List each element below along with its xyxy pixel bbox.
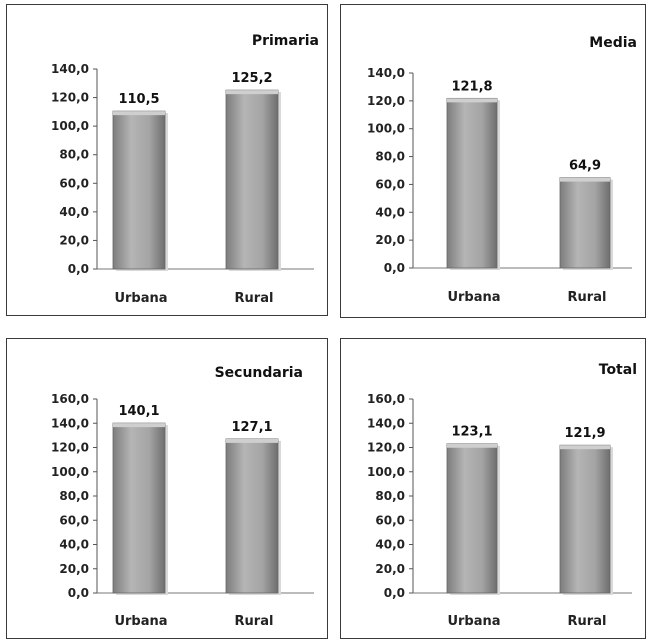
value-label: 110,5 (118, 92, 159, 107)
y-tick-label: 140,0 (367, 416, 405, 430)
value-label: 125,2 (231, 71, 272, 86)
y-tick-label: 0,0 (68, 262, 89, 276)
y-tick-label: 120,0 (367, 94, 405, 108)
y-tick-label: 20,0 (59, 233, 89, 247)
bar-urbana (112, 422, 166, 594)
value-label: 123,1 (451, 425, 492, 440)
bar-top-highlight (447, 98, 497, 103)
value-label: 140,1 (118, 404, 159, 419)
y-tick-label: 40,0 (375, 538, 405, 552)
chart-panel-secundaria: Secundaria 0,0 20,0 40,0 60,0 80,0 100,0 120,0 1… (6, 338, 328, 639)
y-tick-label: 140,0 (51, 416, 89, 430)
chart-primaria: Primaria 0,0 20,0 40,0 60,0 80,0 100,0 120,0 140… (51, 33, 319, 306)
y-tick-label: 20,0 (59, 562, 89, 576)
y-tick-label: 140,0 (51, 62, 89, 76)
y-tick-label: 100,0 (51, 119, 89, 133)
y-tick-label: 60,0 (59, 513, 89, 527)
bar-urbana (446, 97, 498, 269)
category-label: Rural (568, 614, 607, 629)
y-tick-label: 80,0 (59, 148, 89, 162)
category-label: Urbana (114, 291, 167, 306)
chart-secundaria: Secundaria 0,0 20,0 40,0 60,0 80,0 100,0 120,0 1… (51, 365, 314, 629)
bar-urbana (446, 443, 498, 594)
y-tick-label: 140,0 (367, 66, 405, 80)
y-tick-label: 120,0 (51, 91, 89, 105)
chart-total: Total 0,0 20,0 40,0 60,0 80,0 100,0 120,0 140,0 1… (367, 362, 637, 629)
y-tick-label: 0,0 (68, 586, 89, 600)
y-tick-label: 0,0 (384, 586, 405, 600)
chart-panel-media: Media 0,0 20,0 40,0 60,0 80,0 100,0 120,0 140,0 1… (340, 4, 646, 318)
value-label: 64,9 (569, 159, 601, 174)
bar-top-highlight (447, 443, 497, 448)
y-tick-label: 40,0 (375, 205, 405, 219)
y-tick-label: 40,0 (59, 538, 89, 552)
y-tick-label: 120,0 (367, 441, 405, 455)
y-tick-label: 100,0 (367, 465, 405, 479)
y-tick-label: 60,0 (59, 176, 89, 190)
chart-title: Secundaria (215, 365, 303, 381)
chart-panel-primaria: Primaria 0,0 20,0 40,0 60,0 80,0 100,0 120,0 140… (6, 4, 328, 316)
y-tick-label: 20,0 (375, 233, 405, 247)
y-tick-label: 100,0 (51, 465, 89, 479)
chart-title: Primaria (252, 33, 319, 49)
y-tick-label: 0,0 (384, 261, 405, 275)
chart-title: Total (599, 362, 637, 378)
bar-top-highlight (226, 90, 278, 95)
category-label: Rural (235, 291, 274, 306)
bar-rural (559, 177, 611, 269)
category-label: Urbana (447, 290, 500, 305)
y-tick-label: 20,0 (375, 562, 405, 576)
y-tick-label: 100,0 (367, 122, 405, 136)
bar-top-highlight (113, 423, 165, 428)
bar-rural (225, 438, 279, 594)
y-tick-label: 160,0 (367, 392, 405, 406)
category-label: Rural (568, 290, 607, 305)
bar-urbana (112, 110, 166, 270)
y-tick-label: 40,0 (59, 205, 89, 219)
bar-rural (225, 89, 279, 270)
bar-top-highlight (113, 111, 165, 116)
category-label: Rural (235, 614, 274, 629)
value-label: 127,1 (231, 420, 272, 435)
y-tick-label: 160,0 (51, 392, 89, 406)
y-tick-label: 80,0 (375, 150, 405, 164)
y-tick-label: 120,0 (51, 441, 89, 455)
y-tick-label: 60,0 (375, 177, 405, 191)
bar-top-highlight (560, 177, 610, 182)
value-label: 121,8 (451, 79, 492, 94)
category-label: Urbana (114, 614, 167, 629)
chart-media: Media 0,0 20,0 40,0 60,0 80,0 100,0 120,0 140,0 1… (367, 35, 637, 305)
category-label: Urbana (447, 614, 500, 629)
y-tick-label: 80,0 (59, 489, 89, 503)
bar-top-highlight (226, 438, 278, 443)
chart-panel-total: Total 0,0 20,0 40,0 60,0 80,0 100,0 120,0 140,0 1… (340, 338, 646, 639)
y-tick-label: 60,0 (375, 513, 405, 527)
chart-title: Media (589, 35, 637, 51)
value-label: 121,9 (564, 426, 605, 441)
bar-rural (559, 444, 611, 594)
bar-top-highlight (560, 445, 610, 450)
y-tick-label: 80,0 (375, 489, 405, 503)
